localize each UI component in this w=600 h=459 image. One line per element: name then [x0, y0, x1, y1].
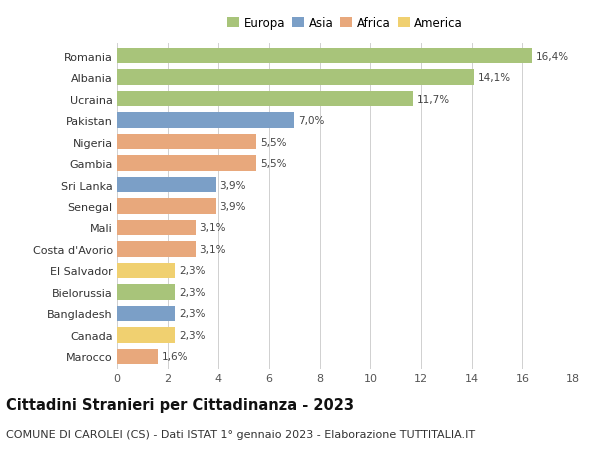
Text: 5,5%: 5,5%	[260, 137, 287, 147]
Text: Cittadini Stranieri per Cittadinanza - 2023: Cittadini Stranieri per Cittadinanza - 2…	[6, 397, 354, 412]
Text: COMUNE DI CAROLEI (CS) - Dati ISTAT 1° gennaio 2023 - Elaborazione TUTTITALIA.IT: COMUNE DI CAROLEI (CS) - Dati ISTAT 1° g…	[6, 429, 475, 439]
Text: 2,3%: 2,3%	[179, 287, 206, 297]
Bar	[117, 92, 413, 107]
Bar	[117, 70, 474, 86]
Text: 7,0%: 7,0%	[298, 116, 325, 126]
Bar	[117, 113, 295, 129]
Bar	[117, 49, 532, 64]
Text: 11,7%: 11,7%	[417, 95, 451, 104]
Text: 2,3%: 2,3%	[179, 266, 206, 276]
Bar	[117, 306, 175, 321]
Bar	[117, 285, 175, 300]
Bar	[117, 134, 256, 150]
Text: 16,4%: 16,4%	[536, 51, 569, 62]
Text: 3,1%: 3,1%	[199, 245, 226, 254]
Bar	[117, 199, 216, 214]
Bar	[117, 220, 196, 236]
Bar	[117, 177, 216, 193]
Bar	[117, 327, 175, 343]
Text: 2,3%: 2,3%	[179, 330, 206, 340]
Text: 14,1%: 14,1%	[478, 73, 511, 83]
Text: 2,3%: 2,3%	[179, 309, 206, 319]
Text: 3,9%: 3,9%	[220, 202, 246, 212]
Bar	[117, 242, 196, 257]
Bar	[117, 349, 158, 364]
Legend: Europa, Asia, Africa, America: Europa, Asia, Africa, America	[227, 17, 463, 30]
Text: 3,1%: 3,1%	[199, 223, 226, 233]
Text: 3,9%: 3,9%	[220, 180, 246, 190]
Text: 1,6%: 1,6%	[161, 352, 188, 362]
Bar	[117, 156, 256, 171]
Bar	[117, 263, 175, 279]
Text: 5,5%: 5,5%	[260, 159, 287, 168]
